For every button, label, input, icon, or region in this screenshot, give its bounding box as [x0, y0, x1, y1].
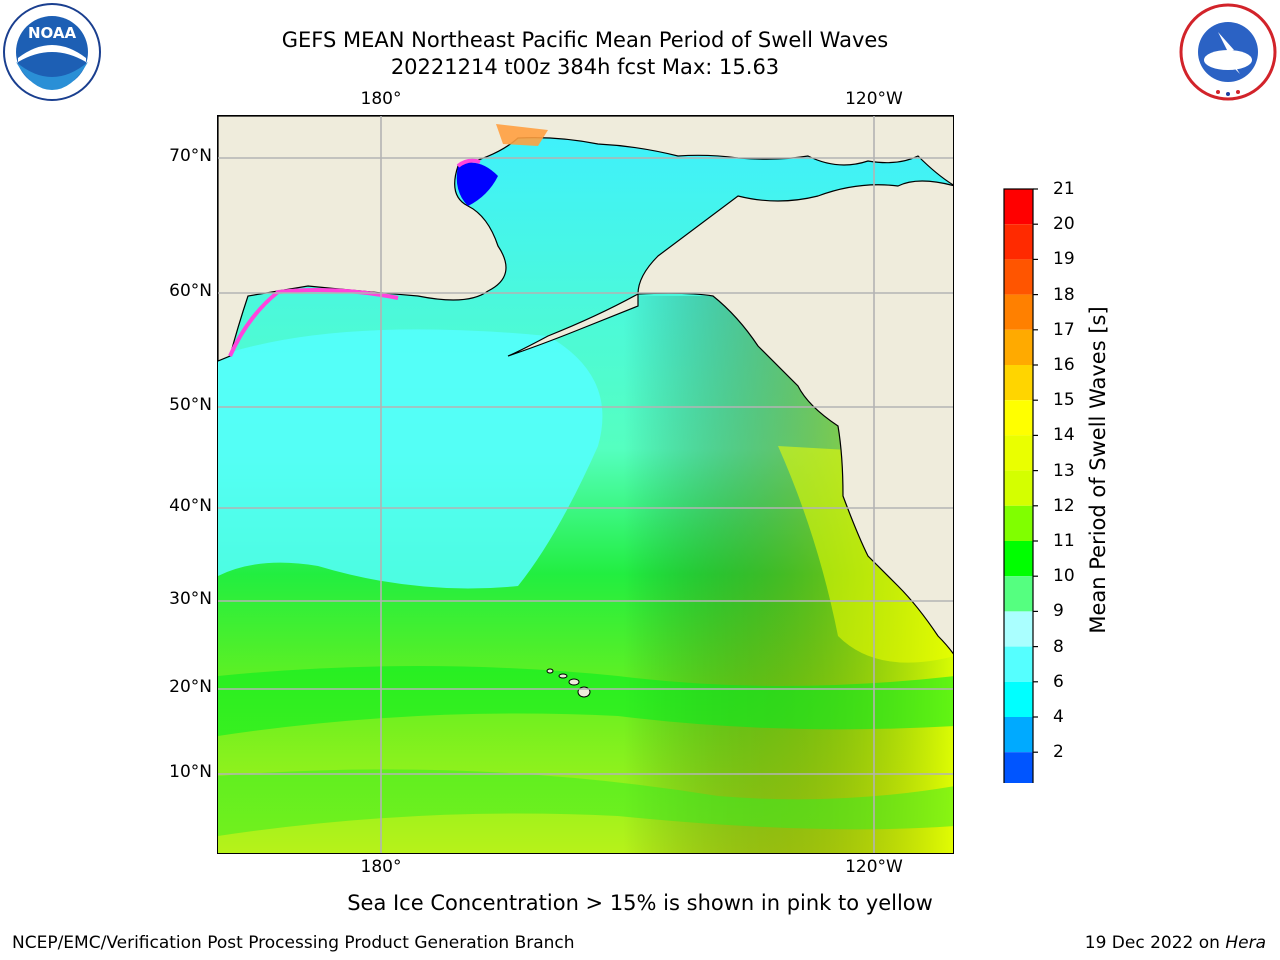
- colorbar-segment: [1004, 365, 1033, 401]
- map-canvas: [218, 116, 953, 853]
- lat-label-50n: 50°N: [169, 395, 212, 415]
- lat-label-40n: 40°N: [169, 496, 212, 516]
- colorbar-tick-label: 21: [1053, 179, 1075, 199]
- colorbar-segment: [1004, 717, 1033, 753]
- colorbar-tick-label: 17: [1053, 319, 1075, 340]
- noaa-logo-icon: NOAA: [3, 3, 101, 101]
- colorbar-segment: [1004, 400, 1033, 436]
- colorbar-segment: [1004, 435, 1033, 471]
- colorbar-tick-label: 14: [1053, 425, 1075, 446]
- lon-label-bottom-120w: 120°W: [845, 857, 903, 877]
- colorbar-segment: [1004, 329, 1033, 365]
- colorbar-tick-label: 19: [1053, 249, 1075, 270]
- colorbar-tick-label: 2: [1053, 742, 1064, 763]
- sea-ice-note: Sea Ice Concentration > 15% is shown in …: [347, 891, 933, 915]
- cyan-swell-region: [218, 329, 603, 589]
- colorbar: [1003, 188, 1038, 783]
- colorbar-tick-label: 11: [1053, 531, 1075, 551]
- green-swell-band: [218, 666, 953, 736]
- lat-label-60n: 60°N: [169, 281, 212, 301]
- colorbar-title: Mean Period of Swell Waves [s]: [1086, 306, 1110, 634]
- lon-label-top-120w: 120°W: [845, 89, 903, 109]
- colorbar-tick-label: 4: [1053, 707, 1064, 727]
- colorbar-segment: [1004, 681, 1033, 717]
- colorbar-segment: [1004, 470, 1033, 506]
- colorbar-segment: [1004, 541, 1033, 577]
- colorbar-segment: [1004, 646, 1033, 682]
- colorbar-tick-label: 16: [1053, 355, 1075, 375]
- footer-date-text: 19 Dec 2022 on: [1084, 933, 1226, 953]
- lon-label-bottom-180: 180°: [360, 857, 402, 877]
- graticule: [218, 116, 953, 853]
- chart-title: GEFS MEAN Northeast Pacific Mean Period …: [281, 28, 889, 52]
- swell-period-map: [217, 115, 954, 854]
- sea-ice-blue-patch: [456, 162, 498, 206]
- lon-label-top-180: 180°: [360, 89, 402, 109]
- lat-label-10n: 10°N: [169, 762, 212, 782]
- colorbar-segment: [1004, 189, 1033, 225]
- colorbar-segment: [1004, 294, 1033, 330]
- colorbar-segment: [1004, 224, 1033, 260]
- noaa-logo-text: NOAA: [28, 24, 77, 42]
- chart-subtitle: 20221214 t00z 384h fcst Max: 15.63: [390, 55, 780, 79]
- colorbar-tick-label: 12: [1053, 495, 1075, 516]
- green-swell-band-south: [218, 769, 953, 836]
- colorbar-segment: [1004, 752, 1033, 783]
- colorbar-segment: [1004, 576, 1033, 612]
- lat-label-20n: 20°N: [169, 677, 212, 697]
- footer-host: Hera: [1225, 933, 1266, 953]
- colorbar-tick-label: 15: [1053, 390, 1075, 411]
- colorbar-tick-label: 20: [1053, 214, 1075, 235]
- sea-ice-edge: [456, 158, 481, 168]
- colorbar-tick-label: 18: [1053, 284, 1075, 305]
- colorbar-tick-label: 13: [1053, 460, 1075, 481]
- colorbar-tick-label: 8: [1053, 636, 1064, 657]
- colorbar-outline: [1003, 188, 1034, 783]
- alaska-peninsula: [507, 292, 639, 357]
- colorbar-tick-label: 6: [1053, 671, 1064, 692]
- colorbar-segment: [1004, 259, 1033, 295]
- nws-logo-icon: [1179, 3, 1277, 101]
- footer-date: 19 Dec 2022 on Hera: [1085, 933, 1266, 953]
- sea-ice-patch-north: [496, 124, 548, 146]
- lat-label-70n: 70°N: [169, 146, 212, 166]
- colorbar-segment: [1004, 611, 1033, 647]
- footer-branch: NCEP/EMC/Verification Post Processing Pr…: [12, 933, 575, 953]
- colorbar-tick-label: 9: [1053, 601, 1064, 622]
- lat-label-30n: 30°N: [169, 589, 212, 609]
- colorbar-tick-label: 10: [1053, 566, 1075, 587]
- colorbar-segment: [1004, 505, 1033, 541]
